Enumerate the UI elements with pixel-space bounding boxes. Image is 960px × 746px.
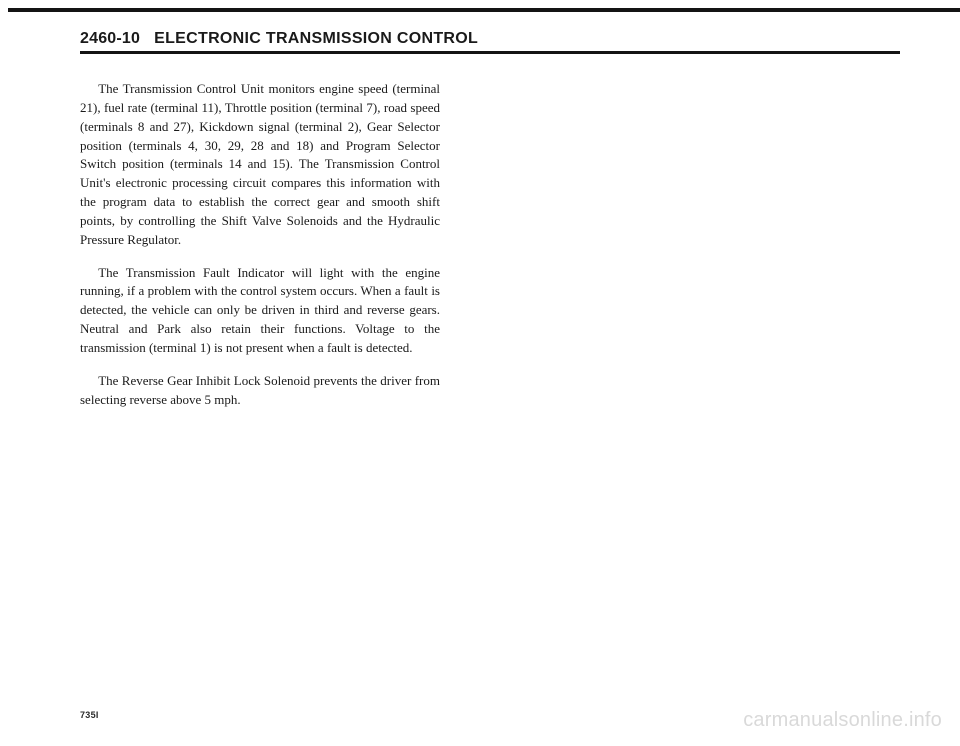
body-column: The Transmission Control Unit monitors e… xyxy=(80,80,440,410)
paragraph-1: The Transmission Control Unit monitors e… xyxy=(80,80,440,250)
page-content: 2460-10 ELECTRONIC TRANSMISSION CONTROL … xyxy=(80,30,900,424)
footer-code: 735I xyxy=(80,710,99,720)
paragraph-2: The Transmission Fault Indicator will li… xyxy=(80,264,440,358)
top-rule xyxy=(8,8,960,12)
watermark: carmanualsonline.info xyxy=(743,709,942,732)
page-number: 2460-10 xyxy=(80,30,140,48)
paragraph-3: The Reverse Gear Inhibit Lock Solenoid p… xyxy=(80,372,440,410)
section-title: ELECTRONIC TRANSMISSION CONTROL xyxy=(154,30,478,48)
section-header: 2460-10 ELECTRONIC TRANSMISSION CONTROL xyxy=(80,30,900,54)
